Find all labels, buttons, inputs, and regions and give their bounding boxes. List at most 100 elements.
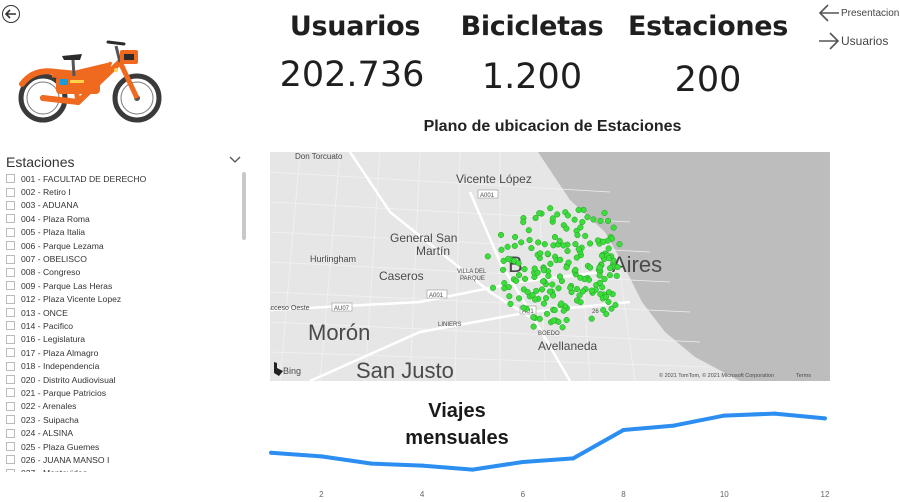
station-marker[interactable] — [518, 239, 525, 246]
station-marker[interactable] — [550, 317, 557, 324]
station-marker[interactable] — [524, 288, 531, 296]
station-marker[interactable] — [516, 295, 523, 302]
station-marker[interactable] — [498, 246, 505, 253]
slicer-item[interactable]: 017 - Plaza Almagro — [6, 346, 238, 359]
slicer-item[interactable]: 007 - OBELISCO — [6, 252, 238, 265]
slicer-item[interactable]: 012 - Plaza Vicente Lopez — [6, 293, 238, 306]
station-marker[interactable] — [602, 293, 610, 300]
data-point[interactable] — [671, 423, 676, 428]
station-marker[interactable] — [505, 284, 512, 291]
station-marker[interactable] — [547, 205, 554, 212]
checkbox[interactable] — [6, 308, 15, 318]
data-point[interactable] — [621, 428, 626, 432]
nav-usuarios-button[interactable]: Usuarios — [818, 31, 888, 51]
station-marker[interactable] — [587, 264, 594, 271]
station-marker[interactable] — [531, 265, 538, 272]
slicer-item[interactable]: 026 - JUANA MANSO I — [6, 453, 238, 466]
slicer-item[interactable]: 003 - ADUANA — [6, 199, 238, 212]
slicer-item[interactable]: 024 - ALSINA — [6, 426, 238, 439]
station-marker[interactable] — [551, 233, 558, 241]
station-marker[interactable] — [564, 212, 571, 219]
data-point[interactable] — [470, 467, 475, 472]
station-marker[interactable] — [520, 304, 527, 311]
station-marker[interactable] — [532, 296, 539, 303]
checkbox[interactable] — [6, 281, 15, 291]
slicer-item[interactable]: 025 - Plaza Guemes — [6, 440, 238, 453]
checkbox[interactable] — [6, 200, 15, 210]
slicer-item[interactable]: 002 - Retiro I — [6, 185, 238, 198]
station-marker[interactable] — [511, 242, 518, 249]
station-marker[interactable] — [525, 227, 532, 234]
station-marker[interactable] — [572, 266, 579, 273]
station-marker[interactable] — [536, 315, 543, 322]
station-marker[interactable] — [587, 240, 594, 247]
checkbox[interactable] — [6, 241, 15, 251]
station-marker[interactable] — [571, 216, 578, 223]
slicer-item[interactable]: 022 - Arenales — [6, 400, 238, 413]
station-marker[interactable] — [604, 217, 612, 224]
station-marker[interactable] — [512, 233, 519, 241]
station-marker[interactable] — [538, 286, 546, 293]
checkbox[interactable] — [6, 334, 15, 344]
station-marker[interactable] — [563, 225, 570, 232]
station-marker[interactable] — [544, 250, 551, 257]
stations-map[interactable]: Don Torcuato Vicente López General San M… — [270, 152, 830, 381]
station-marker[interactable] — [605, 298, 612, 306]
station-marker[interactable] — [612, 301, 619, 308]
station-marker[interactable] — [567, 284, 574, 291]
data-point[interactable] — [823, 416, 827, 421]
station-marker[interactable] — [521, 266, 528, 273]
station-marker[interactable] — [572, 241, 579, 248]
slicer-item[interactable]: 014 - Pacifico — [6, 319, 238, 332]
slicer-item[interactable]: 001 - FACULTAD DE DERECHO — [6, 172, 238, 185]
chevron-down-icon[interactable] — [229, 156, 241, 164]
station-marker[interactable] — [539, 278, 547, 285]
station-marker[interactable] — [590, 216, 597, 223]
station-marker[interactable] — [560, 242, 567, 249]
back-button[interactable] — [2, 5, 20, 23]
station-marker[interactable] — [545, 272, 552, 280]
station-marker[interactable] — [600, 238, 607, 245]
checkbox[interactable] — [6, 468, 15, 472]
station-marker[interactable] — [610, 224, 617, 231]
station-marker[interactable] — [520, 219, 527, 226]
checkbox[interactable] — [6, 361, 15, 371]
station-marker[interactable] — [557, 256, 564, 263]
station-marker[interactable] — [547, 260, 554, 267]
slicer-item[interactable]: 023 - Suipacha — [6, 413, 238, 426]
slicer-item[interactable]: 027 - Montevideo — [6, 467, 238, 472]
checkbox[interactable] — [6, 401, 15, 411]
station-marker[interactable] — [576, 292, 583, 299]
slicer-item[interactable]: 016 - Legislatura — [6, 333, 238, 346]
station-marker[interactable] — [577, 274, 584, 281]
checkbox[interactable] — [6, 428, 15, 438]
station-marker[interactable] — [484, 253, 491, 260]
station-marker[interactable] — [549, 281, 556, 288]
slicer-item[interactable]: 004 - Plaza Roma — [6, 212, 238, 225]
data-point[interactable] — [369, 461, 374, 466]
station-marker[interactable] — [530, 314, 537, 321]
station-marker[interactable] — [614, 263, 621, 271]
station-marker[interactable] — [533, 287, 540, 294]
station-marker[interactable] — [584, 214, 591, 221]
station-marker[interactable] — [534, 269, 541, 276]
station-marker[interactable] — [556, 237, 563, 244]
station-marker[interactable] — [555, 285, 562, 292]
station-marker[interactable] — [579, 288, 586, 295]
station-marker[interactable] — [497, 231, 505, 238]
station-marker[interactable] — [596, 279, 603, 286]
checkbox[interactable] — [6, 174, 15, 184]
data-point[interactable] — [319, 454, 324, 459]
data-point[interactable] — [420, 463, 425, 468]
nav-presentacion-button[interactable]: Presentacion — [818, 3, 899, 23]
slicer-scrollbar[interactable] — [242, 172, 246, 240]
station-marker[interactable] — [564, 247, 571, 255]
station-marker[interactable] — [563, 264, 570, 271]
checkbox[interactable] — [6, 227, 15, 237]
station-marker[interactable] — [613, 272, 620, 279]
station-marker[interactable] — [489, 284, 497, 291]
slicer-item[interactable]: 005 - Plaza Italia — [6, 226, 238, 239]
station-marker[interactable] — [605, 289, 613, 296]
station-marker[interactable] — [603, 310, 610, 318]
station-marker[interactable] — [550, 292, 557, 299]
